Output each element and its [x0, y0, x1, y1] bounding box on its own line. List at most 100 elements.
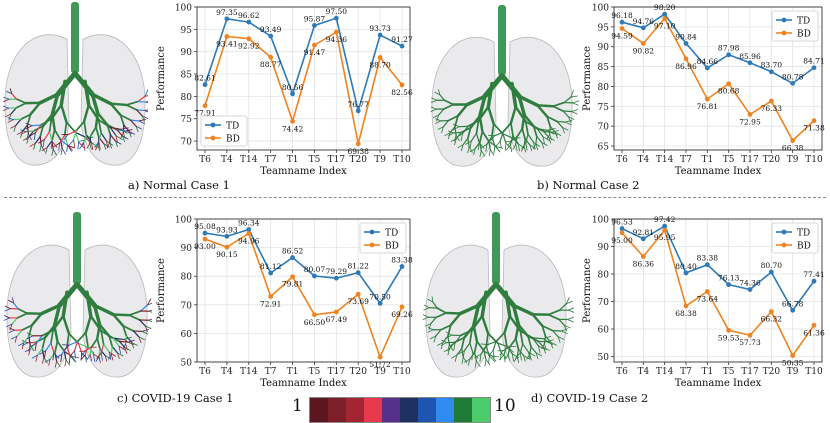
- airway-branch: [84, 136, 91, 143]
- airway-branch: [39, 118, 53, 126]
- data-label-td: 74.36: [739, 279, 761, 288]
- airway-branch: [499, 140, 502, 149]
- legend-marker-bd: [369, 242, 375, 248]
- airway-branch: [530, 346, 537, 354]
- y-tick-label: 80: [598, 271, 610, 281]
- airway-branch: [90, 337, 99, 348]
- airway-branch: [29, 142, 36, 147]
- airway-branch: [467, 358, 471, 366]
- data-point-td: [790, 307, 796, 313]
- airway-branch: [537, 340, 545, 349]
- y-tick-label: 95: [181, 26, 193, 36]
- airway-branch: [507, 354, 511, 361]
- airway-branch: [451, 354, 458, 359]
- data-label-bd: 94.96: [238, 236, 260, 245]
- airway-branch: [77, 342, 89, 348]
- legend-label-bd: BD: [385, 242, 399, 252]
- airway-branch: [59, 134, 66, 144]
- airway-branch: [115, 140, 118, 148]
- airway-branch: [506, 344, 513, 355]
- airway-branch: [2, 105, 9, 109]
- legend-marker-bd: [781, 30, 787, 36]
- airway-branch: [435, 329, 442, 337]
- x-tick-label: T9: [374, 367, 386, 377]
- data-label-td: 97.50: [326, 7, 348, 16]
- airway-branch: [48, 118, 53, 133]
- airway-branch: [50, 342, 55, 354]
- airway-branch: [7, 117, 14, 121]
- airway-branch: [128, 310, 142, 317]
- airway-branch: [499, 73, 522, 99]
- airway-branch: [46, 140, 53, 149]
- airway-branch: [129, 119, 140, 122]
- data-label-td: 76.77: [347, 100, 369, 109]
- airway-branch: [546, 341, 554, 345]
- airway-branch: [497, 342, 502, 354]
- airway-branch: [492, 122, 504, 135]
- airway-branch: [427, 298, 434, 303]
- y-axis-label: Performance: [156, 258, 167, 323]
- airway-branch: [66, 345, 71, 357]
- airway-branch: [87, 345, 94, 355]
- airway-branch: [10, 107, 17, 115]
- data-point-bd: [355, 141, 361, 147]
- airway-branch: [3, 96, 10, 100]
- data-label-td: 81.12: [260, 262, 282, 271]
- data-label-td: 82.61: [194, 74, 215, 83]
- airway-branch: [447, 324, 452, 338]
- airway-branch: [519, 343, 524, 354]
- plot-frame: [613, 6, 823, 151]
- x-tick-label: T20: [763, 367, 781, 377]
- airway-branch: [58, 142, 61, 151]
- legend-box: [359, 222, 407, 254]
- data-label-td: 83.70: [761, 61, 783, 70]
- airway-branch: [436, 114, 440, 122]
- data-label-td: 66.78: [782, 299, 804, 308]
- airway-branch: [552, 330, 559, 338]
- airway-branch: [100, 132, 108, 142]
- data-point-bd: [246, 36, 252, 42]
- data-point-td: [399, 43, 405, 49]
- airway-branch: [120, 127, 129, 130]
- airway-branch: [430, 108, 437, 113]
- x-tick-label: T10: [805, 367, 823, 377]
- data-label-bd: 92.92: [238, 42, 260, 51]
- airway-branch: [109, 126, 122, 130]
- airway-branch: [533, 141, 541, 147]
- right-lung-shape: [507, 36, 573, 167]
- airway-branch: [100, 330, 105, 345]
- airway-branch: [25, 125, 33, 130]
- airway-branch: [524, 120, 539, 130]
- airway-branch: [557, 336, 565, 340]
- airway-branch: [542, 338, 551, 343]
- airway-branch: [8, 327, 15, 331]
- airway-branch: [34, 124, 42, 134]
- airway-branch: [41, 147, 48, 151]
- airway-branch: [138, 336, 142, 344]
- airway-branch: [67, 144, 73, 151]
- data-label-bd: 94.36: [326, 35, 348, 44]
- y-tick-label: 80: [181, 93, 193, 103]
- airway-branch: [147, 319, 152, 323]
- airway-branch: [106, 140, 109, 149]
- data-point-td: [662, 223, 668, 229]
- airway-branch: [488, 149, 491, 157]
- data-label-bd: 77.91: [194, 109, 215, 118]
- airway-branch: [117, 352, 120, 360]
- data-point-td: [726, 282, 732, 288]
- legend-label-bd: BD: [226, 135, 240, 145]
- airway-branch: [144, 325, 152, 329]
- airway-branch: [557, 336, 561, 343]
- airway-branch: [21, 324, 33, 331]
- airway-branch: [111, 346, 119, 354]
- airway-branch: [56, 340, 66, 353]
- data-point-td: [704, 262, 710, 268]
- series-line-td: [204, 228, 403, 305]
- airway-branch: [125, 130, 132, 135]
- airway-branch: [521, 142, 527, 149]
- airway-branch: [461, 125, 469, 135]
- airway-branch: [69, 355, 76, 363]
- airway-branch: [503, 331, 508, 347]
- airway-branch: [474, 360, 477, 368]
- airway-branch: [531, 337, 544, 340]
